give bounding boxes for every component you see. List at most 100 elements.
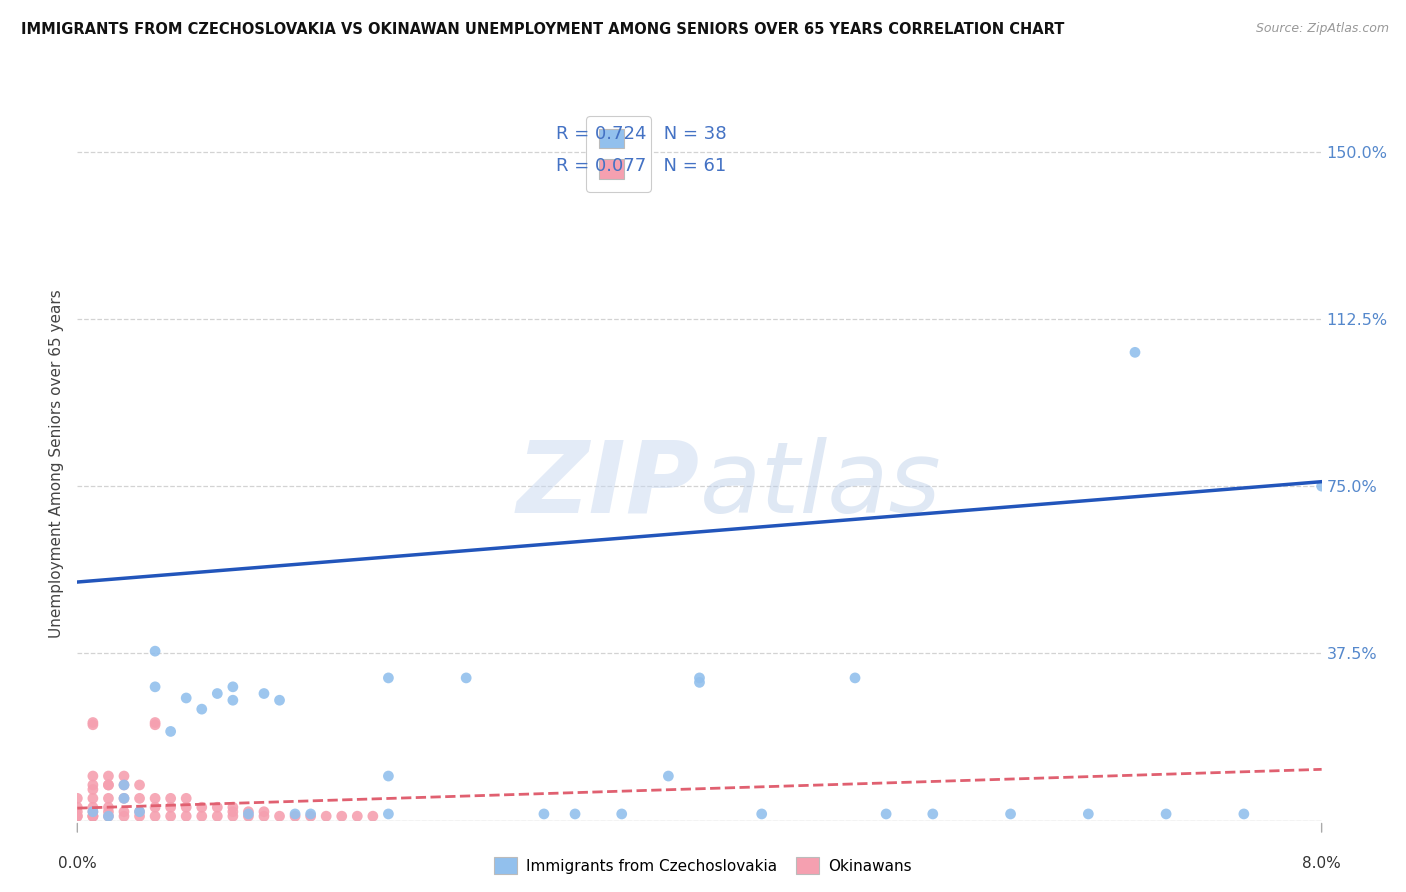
Point xyxy=(1154,806,1177,821)
Point xyxy=(1233,806,1256,821)
Point xyxy=(346,809,368,823)
Text: ZIP: ZIP xyxy=(516,437,700,533)
Point xyxy=(143,791,166,805)
Point xyxy=(238,809,260,823)
Point xyxy=(128,809,150,823)
Point xyxy=(751,806,773,821)
Point xyxy=(66,800,89,814)
Point xyxy=(112,809,135,823)
Point xyxy=(97,769,120,783)
Point xyxy=(82,782,104,797)
Point xyxy=(159,809,181,823)
Point xyxy=(112,791,135,805)
Point xyxy=(207,687,229,701)
Point xyxy=(143,717,166,731)
Point xyxy=(1123,345,1146,359)
Point xyxy=(66,809,89,823)
Point xyxy=(82,800,104,814)
Legend: , : , xyxy=(586,116,651,192)
Point xyxy=(97,809,120,823)
Point xyxy=(299,809,322,823)
Point xyxy=(191,809,214,823)
Point xyxy=(97,809,120,823)
Point xyxy=(921,806,943,821)
Point xyxy=(159,724,181,739)
Point xyxy=(143,680,166,694)
Text: atlas: atlas xyxy=(700,437,941,533)
Point xyxy=(174,690,197,705)
Point xyxy=(97,800,120,814)
Point xyxy=(689,675,711,690)
Point xyxy=(207,800,229,814)
Point xyxy=(143,715,166,730)
Point xyxy=(377,806,399,821)
Point xyxy=(66,809,89,823)
Point xyxy=(143,809,166,823)
Point xyxy=(82,809,104,823)
Point xyxy=(377,671,399,685)
Point xyxy=(269,693,291,707)
Point xyxy=(66,805,89,819)
Point xyxy=(191,702,214,716)
Point xyxy=(128,805,150,819)
Text: R = 0.724   N = 38: R = 0.724 N = 38 xyxy=(557,125,727,143)
Point xyxy=(330,809,353,823)
Text: Source: ZipAtlas.com: Source: ZipAtlas.com xyxy=(1256,22,1389,36)
Point xyxy=(82,715,104,730)
Point xyxy=(97,778,120,792)
Point xyxy=(315,809,337,823)
Point xyxy=(128,791,150,805)
Point xyxy=(564,806,586,821)
Point xyxy=(269,809,291,823)
Point xyxy=(82,769,104,783)
Point xyxy=(1077,806,1099,821)
Point xyxy=(82,791,104,805)
Point xyxy=(377,769,399,783)
Point xyxy=(222,800,245,814)
Point xyxy=(222,805,245,819)
Point xyxy=(128,778,150,792)
Point xyxy=(1310,479,1333,493)
Point xyxy=(456,671,478,685)
Point xyxy=(191,800,214,814)
Point xyxy=(238,805,260,819)
Point xyxy=(174,791,197,805)
Point xyxy=(299,806,322,821)
Point xyxy=(97,791,120,805)
Point xyxy=(284,806,307,821)
Y-axis label: Unemployment Among Seniors over 65 years: Unemployment Among Seniors over 65 years xyxy=(49,290,65,638)
Point xyxy=(82,805,104,819)
Point xyxy=(128,805,150,819)
Point xyxy=(97,778,120,792)
Point xyxy=(657,769,679,783)
Legend: Immigrants from Czechoslovakia, Okinawans: Immigrants from Czechoslovakia, Okinawan… xyxy=(488,851,918,880)
Point xyxy=(112,791,135,805)
Point xyxy=(844,671,866,685)
Point xyxy=(174,800,197,814)
Point xyxy=(82,717,104,731)
Point xyxy=(97,805,120,819)
Point xyxy=(82,809,104,823)
Point xyxy=(284,809,307,823)
Point xyxy=(253,809,276,823)
Point xyxy=(610,806,633,821)
Point xyxy=(222,809,245,823)
Point xyxy=(238,806,260,821)
Point xyxy=(222,680,245,694)
Text: 8.0%: 8.0% xyxy=(1302,856,1341,871)
Point xyxy=(112,769,135,783)
Point xyxy=(82,805,104,819)
Point xyxy=(1000,806,1022,821)
Point xyxy=(143,800,166,814)
Text: 0.0%: 0.0% xyxy=(58,856,97,871)
Point xyxy=(112,805,135,819)
Point xyxy=(361,809,384,823)
Text: IMMIGRANTS FROM CZECHOSLOVAKIA VS OKINAWAN UNEMPLOYMENT AMONG SENIORS OVER 65 YE: IMMIGRANTS FROM CZECHOSLOVAKIA VS OKINAW… xyxy=(21,22,1064,37)
Point xyxy=(253,805,276,819)
Point xyxy=(82,778,104,792)
Point xyxy=(875,806,897,821)
Text: R = 0.077   N = 61: R = 0.077 N = 61 xyxy=(557,157,727,175)
Point xyxy=(66,791,89,805)
Point xyxy=(253,687,276,701)
Point xyxy=(82,809,104,823)
